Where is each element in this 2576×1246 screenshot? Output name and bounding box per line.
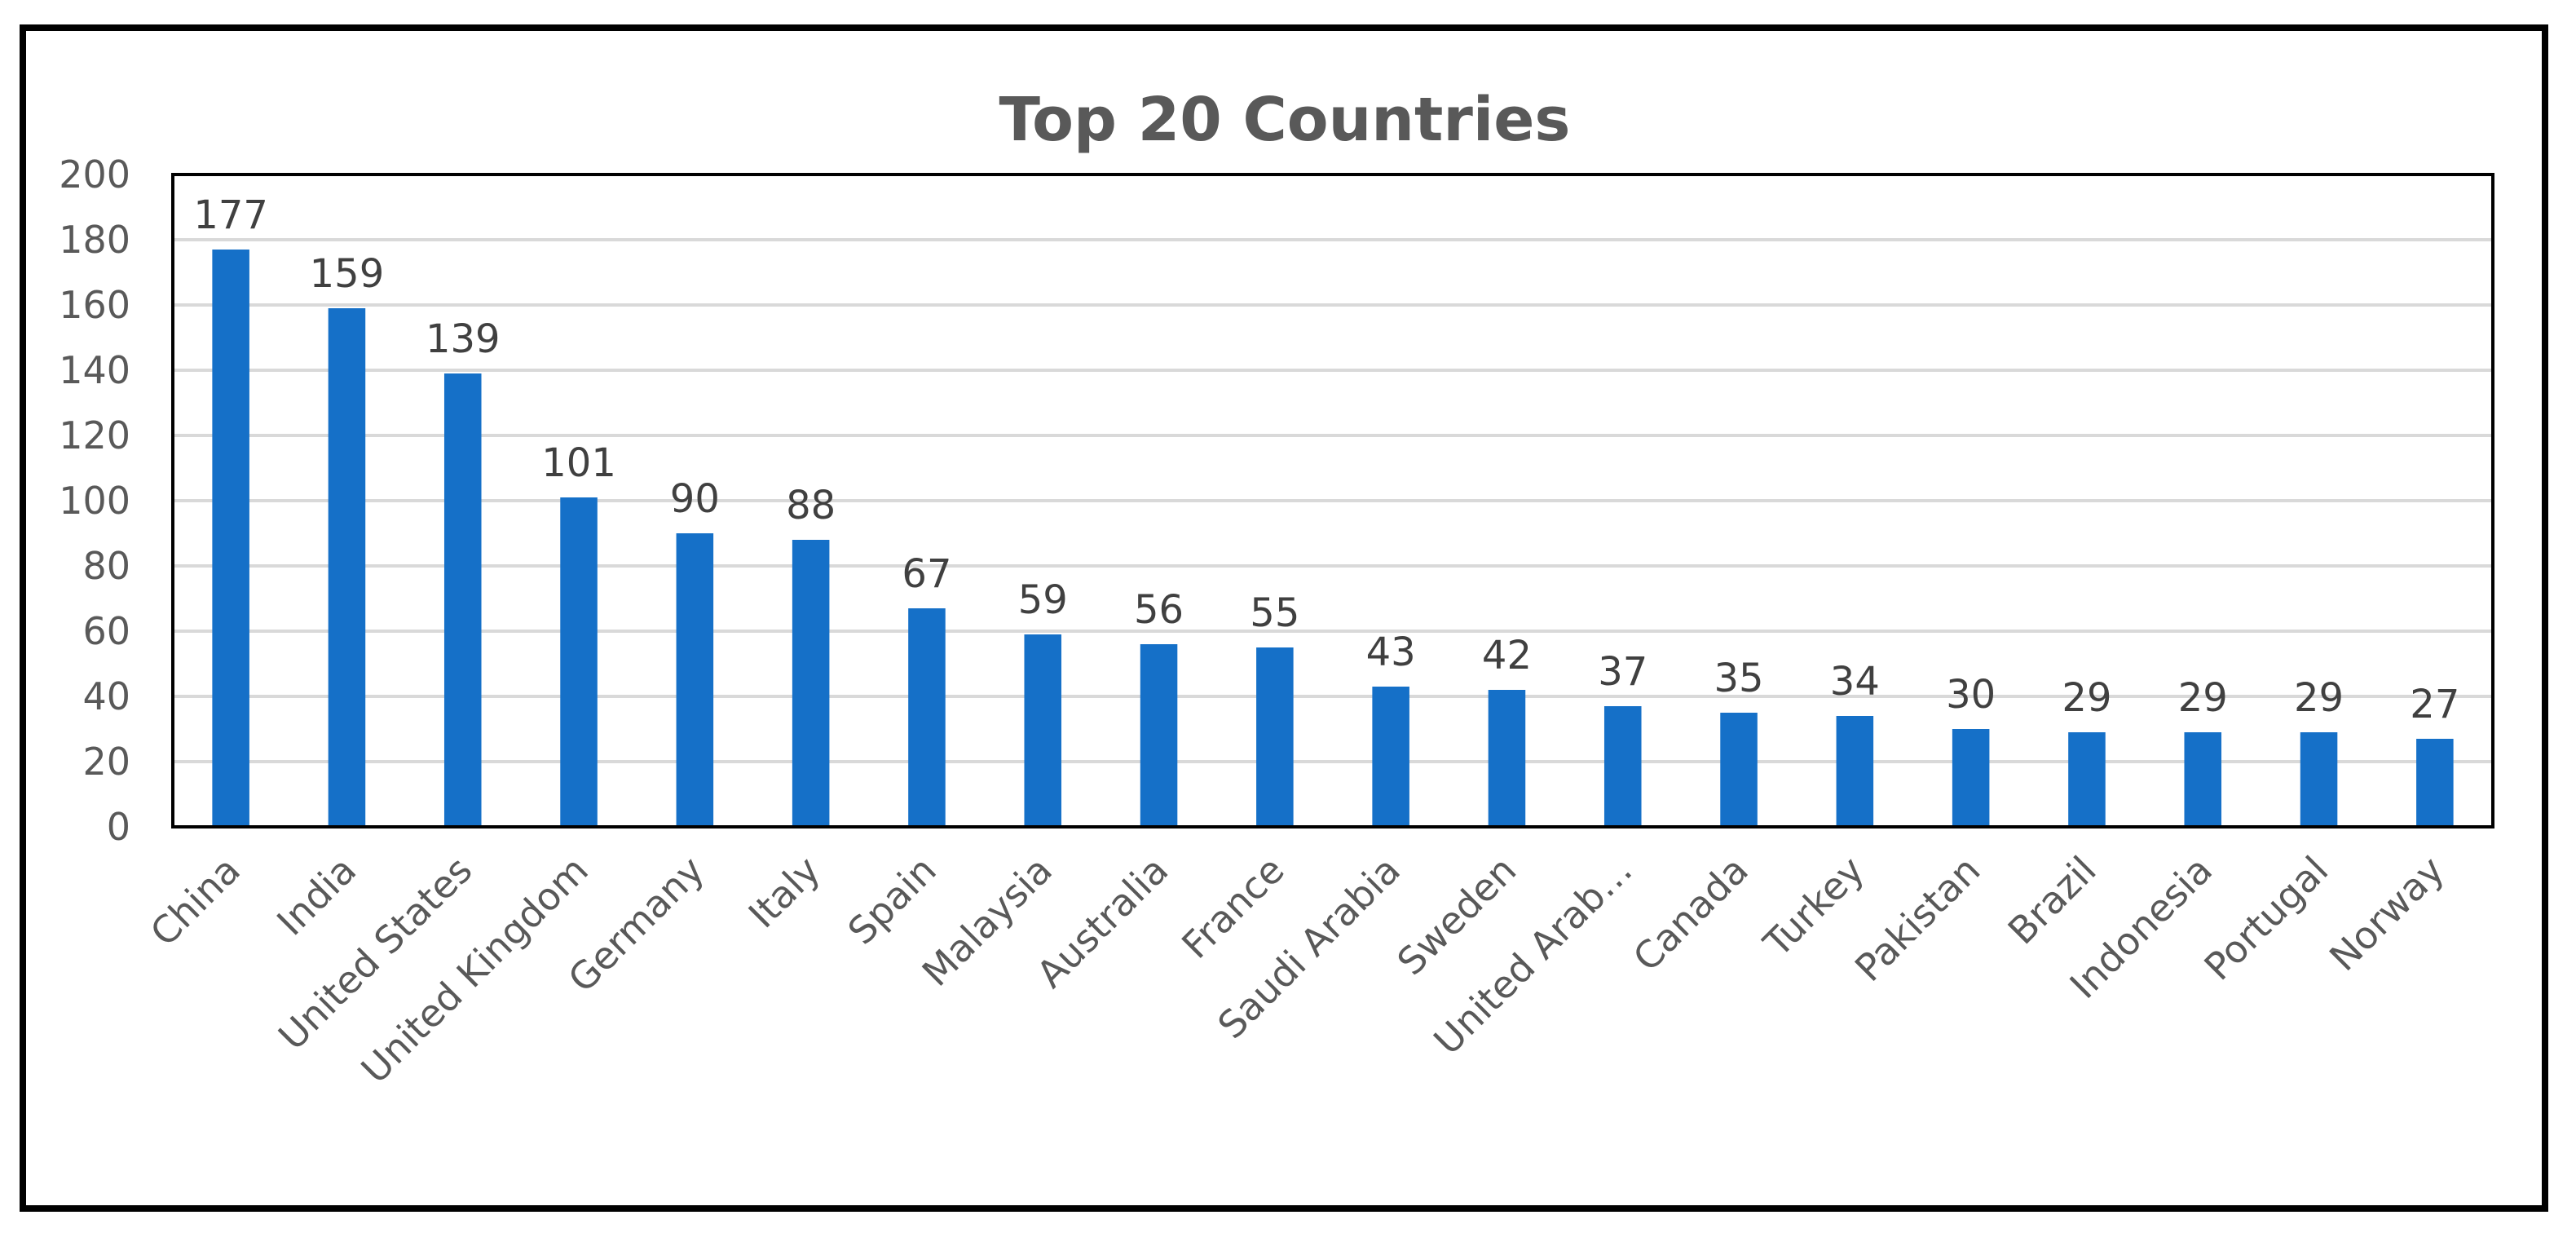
bar	[2300, 732, 2338, 827]
plot-area-border	[171, 173, 2494, 828]
x-category-label: France	[1173, 848, 1292, 967]
data-label: 139	[426, 316, 501, 362]
bar	[908, 608, 946, 827]
x-category-label: United Arab…	[1425, 848, 1640, 1063]
bar	[1140, 644, 1178, 827]
data-label: 159	[310, 251, 385, 297]
gridlines	[173, 238, 2493, 763]
x-category-label: Italy	[740, 848, 829, 937]
x-category-label: Portugal	[2195, 848, 2336, 989]
data-label: 29	[2294, 675, 2344, 721]
bar	[328, 308, 366, 827]
bar	[676, 533, 714, 827]
x-category-label: Brazil	[2000, 848, 2105, 953]
data-labels: 177 159 139 101 90 88 67 59 56 55 43 42 37 35 34 30 29 29…	[193, 192, 2459, 727]
y-tick-label: 180	[59, 218, 130, 262]
y-tick-label: 140	[59, 348, 130, 392]
chart-frame	[20, 24, 2548, 1212]
bar	[1024, 634, 1062, 827]
bar	[2068, 732, 2106, 827]
data-label: 35	[1714, 656, 1764, 701]
bar	[1836, 716, 1874, 827]
data-label: 88	[786, 483, 836, 528]
y-tick-label: 80	[82, 544, 130, 588]
chart-title: Top 20 Countries	[999, 85, 1571, 155]
bar	[1372, 687, 1409, 827]
data-label: 42	[1482, 633, 1532, 678]
x-category-label: India	[268, 848, 364, 944]
x-category-label: Norway	[2321, 848, 2453, 980]
bar	[1720, 713, 1758, 827]
data-label: 29	[2062, 675, 2111, 721]
data-label: 177	[193, 192, 268, 238]
x-category-label: Spain	[840, 848, 945, 953]
y-tick-label: 120	[59, 413, 130, 457]
data-label: 30	[1946, 672, 1996, 718]
data-label: 37	[1598, 649, 1647, 695]
data-label: 55	[1250, 590, 1299, 636]
bar	[212, 250, 249, 827]
bar	[1603, 706, 1642, 827]
y-axis-ticks: 0 20 40 60 80 100 120 140 160 180 200	[59, 152, 130, 849]
y-tick-label: 20	[82, 740, 130, 784]
x-category-label: Canada	[1625, 848, 1757, 980]
data-label: 29	[2178, 675, 2228, 721]
data-label: 56	[1134, 587, 1184, 633]
y-tick-label: 60	[82, 609, 130, 653]
bar	[792, 540, 830, 827]
data-label: 34	[1830, 659, 1880, 705]
y-tick-label: 200	[59, 152, 130, 197]
bar	[1256, 647, 1294, 827]
y-tick-label: 100	[59, 479, 130, 523]
x-category-label: Turkey	[1754, 848, 1872, 966]
x-category-label: Pakistan	[1846, 848, 1988, 990]
y-tick-label: 40	[82, 674, 130, 718]
bar	[443, 373, 482, 827]
data-label: 67	[902, 551, 951, 597]
bars	[212, 250, 2454, 827]
data-label: 43	[1366, 630, 1416, 675]
y-tick-label: 160	[59, 283, 130, 327]
bar	[2184, 732, 2222, 827]
bar	[560, 497, 598, 827]
data-label: 27	[2410, 682, 2459, 727]
y-tick-label: 0	[107, 805, 130, 849]
data-label: 59	[1018, 577, 1068, 623]
bar	[1952, 729, 1990, 827]
bar	[2416, 739, 2454, 827]
data-label: 90	[670, 476, 720, 522]
bar	[1488, 690, 1526, 827]
x-category-label: China	[142, 848, 249, 955]
data-label: 101	[541, 440, 616, 486]
